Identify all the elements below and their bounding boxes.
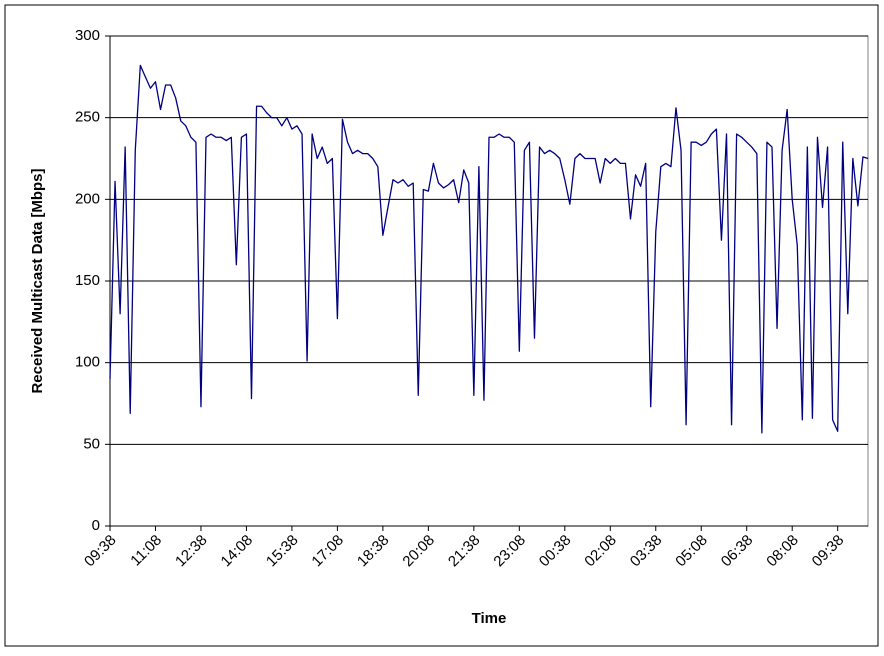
y-tick-label: 100 [75,354,100,371]
y-tick-label: 300 [75,27,100,44]
data-line [109,64,869,434]
y-tick-label: 50 [83,435,100,452]
y-tick-label: 150 [75,272,100,289]
x-axis-label: Time [472,610,507,627]
y-tick-label: 0 [92,517,100,534]
y-axis-label: Received Multicast Data [Mbps] [29,168,46,393]
y-tick-label: 200 [75,190,100,207]
y-tick-label: 250 [75,109,100,126]
